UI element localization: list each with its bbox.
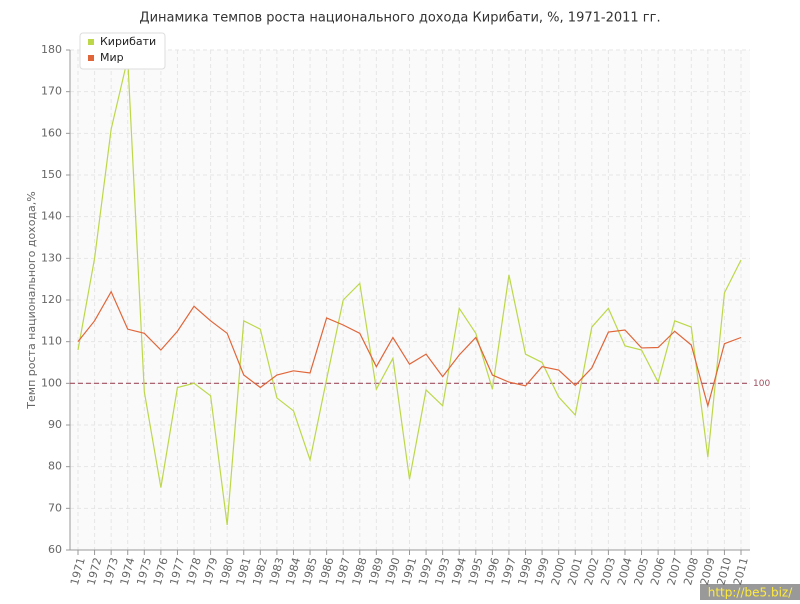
legend-label: Кирибати [100, 35, 156, 48]
reference-label: 100 [753, 379, 770, 389]
y-tick-label: 120 [41, 293, 62, 306]
legend-label: Мир [100, 51, 124, 64]
y-axis-label: Темп роста национального дохода,% [25, 191, 38, 409]
y-tick-label: 110 [41, 335, 62, 348]
legend-swatch [88, 39, 94, 45]
watermark: http://be5.biz/ [708, 586, 793, 600]
y-tick-label: 80 [48, 460, 62, 473]
y-tick-label: 90 [48, 418, 62, 431]
chart-title: Динамика темпов роста национального дохо… [139, 11, 660, 26]
y-tick-label: 140 [41, 210, 62, 223]
legend-swatch [88, 55, 94, 61]
y-tick-label: 180 [41, 43, 62, 56]
series-line [77, 290, 742, 409]
x-tick-label: 2011 [731, 556, 751, 586]
y-tick-label: 160 [41, 126, 62, 139]
series-line [77, 58, 742, 526]
y-tick-label: 100 [41, 376, 62, 389]
y-tick-label: 60 [48, 543, 62, 556]
y-tick-label: 150 [41, 168, 62, 181]
y-tick-label: 70 [48, 501, 62, 514]
y-tick-label: 170 [41, 85, 62, 98]
y-tick-label: 130 [41, 251, 62, 264]
legend-box [79, 32, 166, 70]
watermark-bg [700, 584, 800, 600]
